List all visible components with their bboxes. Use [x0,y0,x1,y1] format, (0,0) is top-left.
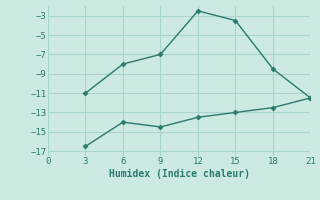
X-axis label: Humidex (Indice chaleur): Humidex (Indice chaleur) [109,169,250,179]
